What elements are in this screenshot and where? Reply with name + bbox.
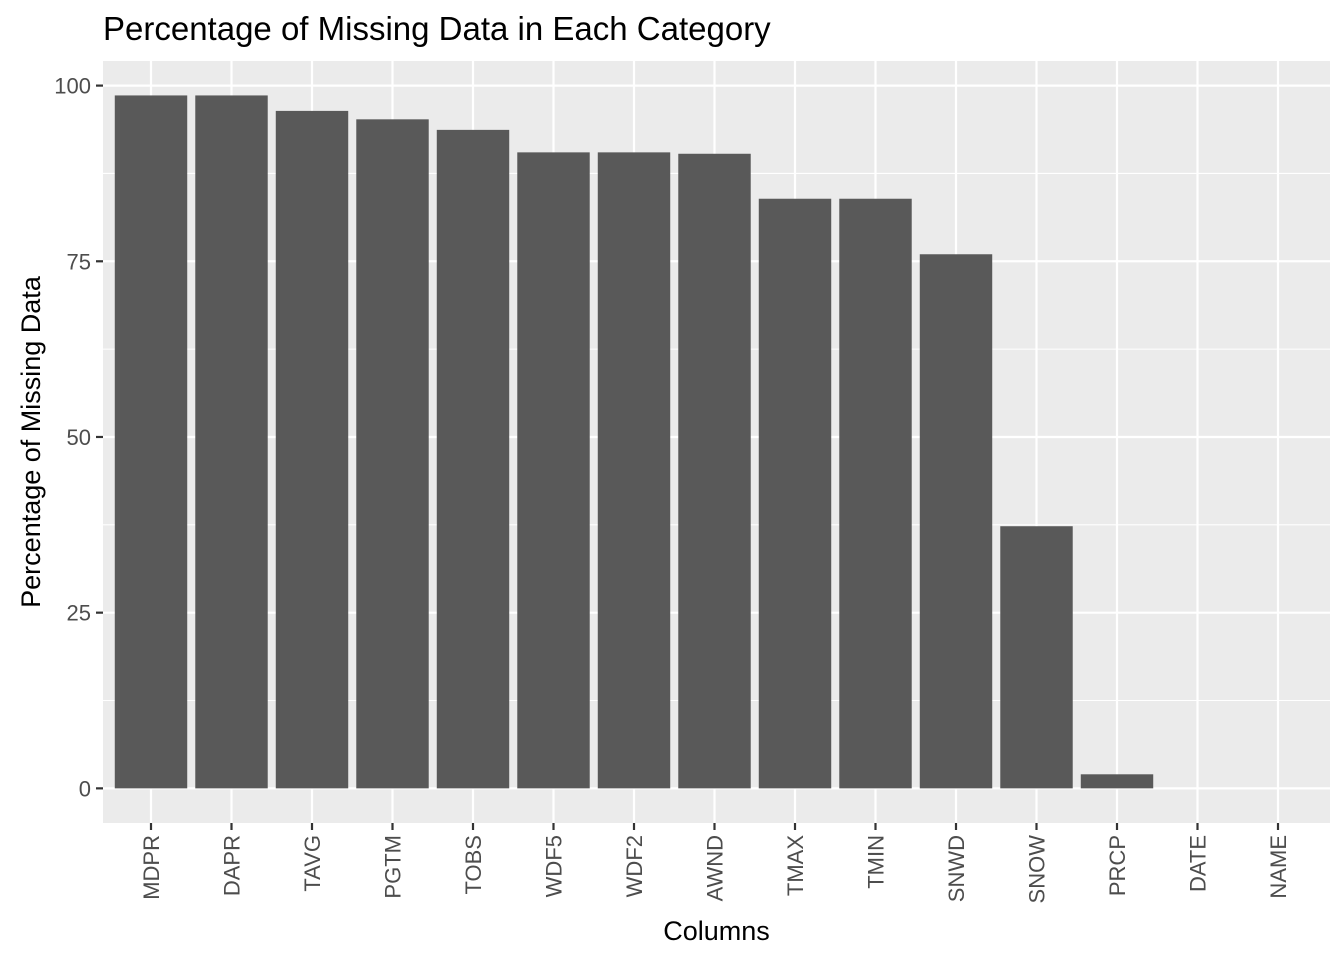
y-tick-label: 50 [67,425,91,450]
y-axis-label: Percentage of Missing Data [16,275,46,608]
bar-dapr [195,95,268,789]
x-axis: MDPR DAPR TAVG PGTM TOBS WDF5 WDF2 AWND TMAX TMIN… [139,823,1291,903]
x-tick-label: DAPR [220,835,245,896]
chart-title: Percentage of Missing Data in Each Categ… [103,10,771,47]
y-tick-label: 0 [79,776,91,801]
x-tick-label: TMIN [864,835,889,889]
x-tick-label: SNOW [1025,835,1050,904]
x-tick-label: TOBS [461,835,486,895]
x-tick-label: DATE [1186,835,1211,892]
x-tick-label: AWND [703,835,728,901]
bar-tmax [758,198,832,789]
bars [114,95,1154,789]
bar-pgtm [356,119,429,789]
x-tick-label: WDF2 [622,835,647,897]
bar-prcp [1080,774,1154,789]
x-tick-label: PGTM [381,835,406,899]
y-tick-label: 25 [67,601,91,626]
x-tick-label: MDPR [139,835,164,900]
x-tick-label: PRCP [1105,835,1130,896]
bar-snow [1000,526,1073,789]
bar-awnd [678,153,751,789]
bar-tobs [436,129,510,789]
x-tick-label: NAME [1266,835,1291,899]
x-tick-label: WDF5 [542,835,567,897]
bar-tmin [839,198,912,789]
x-tick-label: SNWD [944,835,969,902]
bar-wdf5 [517,152,590,789]
bar-tavg [275,110,349,789]
bar-mdpr [114,95,188,789]
x-tick-label: TMAX [783,835,808,896]
x-tick-label: TAVG [300,835,325,892]
x-axis-label: Columns [663,916,770,946]
y-axis: 0 25 50 75 100 [54,74,103,801]
y-tick-label: 75 [67,249,91,274]
bar-wdf2 [597,152,671,789]
bar-snwd [919,254,993,789]
y-tick-label: 100 [54,74,91,99]
